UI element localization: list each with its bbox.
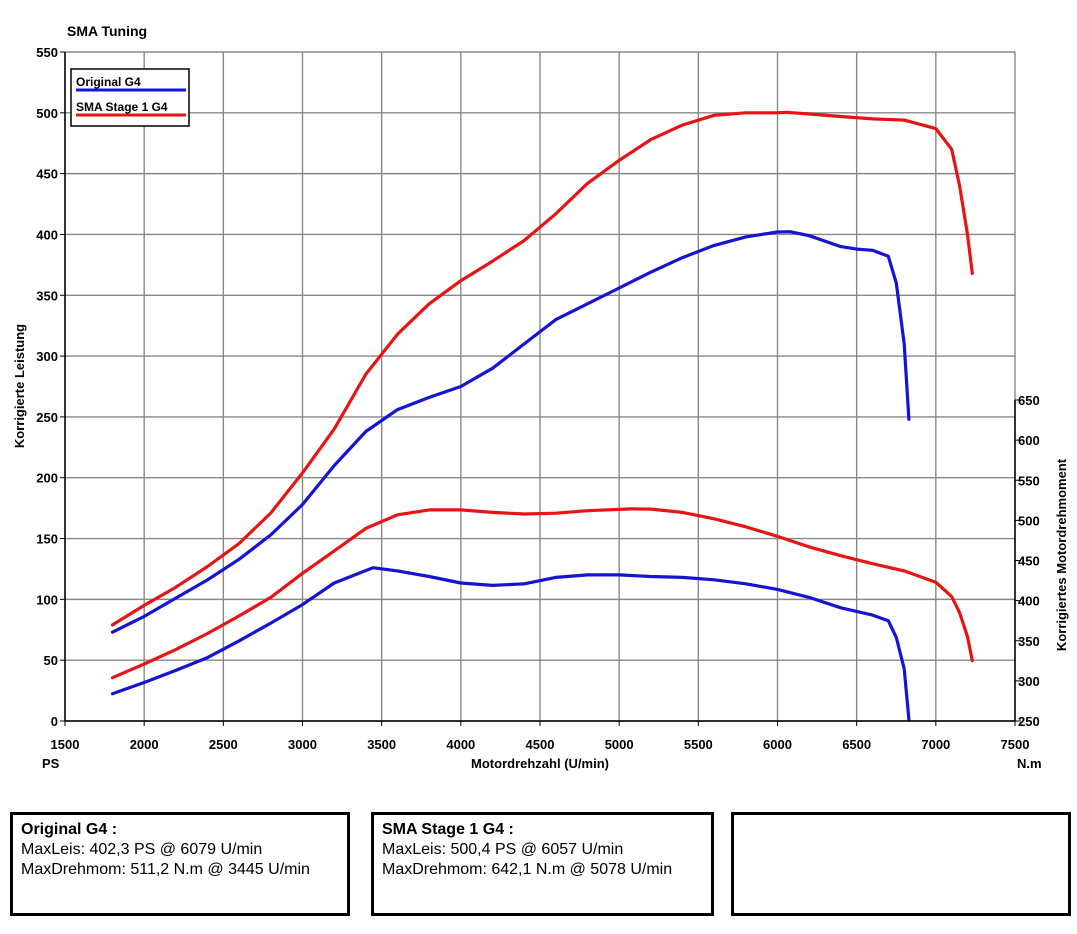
y-tick-label-left: 350	[36, 288, 58, 303]
x-tick-label: 1500	[51, 737, 80, 752]
y-tick-label-right: 500	[1018, 513, 1040, 528]
summary-max-torque: MaxDrehmom: 642,1 N.m @ 5078 U/min	[382, 861, 673, 878]
x-tick-label: 4000	[446, 737, 475, 752]
legend-label-original: Original G4	[76, 75, 141, 89]
grid	[64, 51, 1016, 722]
summary-box-empty	[731, 812, 1071, 916]
summary-max-power: MaxLeis: 500,4 PS @ 6057 U/min	[382, 841, 624, 858]
x-tick-label: 5000	[605, 737, 634, 752]
x-tick-label: 2500	[209, 737, 238, 752]
y-tick-label-right: 550	[1018, 473, 1040, 488]
series-group	[110, 110, 974, 722]
summary-title: SMA Stage 1 G4 :	[382, 821, 514, 838]
chart-title: SMA Tuning	[67, 23, 147, 39]
summary-max-power: MaxLeis: 402,3 PS @ 6079 U/min	[21, 841, 263, 858]
y-tick-label-left: 450	[36, 167, 58, 182]
series-line-original-power	[110, 230, 911, 634]
y-tick-label-right: 650	[1018, 393, 1040, 408]
x-tick-label: 2000	[130, 737, 159, 752]
dyno-chart: 1500 2000 2500 3000 3500 4000 4500 5000 5500 6000…	[12, 23, 1069, 771]
summary-box-original: Original G4 : MaxLeis: 402,3 PS @ 6079 U…	[10, 812, 350, 916]
y-tick-label-left: 100	[36, 592, 58, 607]
y-tick-label-left: 250	[36, 410, 58, 425]
ticks: 1500 2000 2500 3000 3500 4000 4500 5000 5500 6000…	[36, 45, 1039, 752]
y-tick-label-left: 150	[36, 532, 58, 547]
y-tick-label-right: 400	[1018, 594, 1040, 609]
y-tick-label-right: 350	[1018, 634, 1040, 649]
y-tick-label-left: 300	[36, 349, 58, 364]
y-tick-label-left: 50	[44, 653, 58, 668]
y-tick-label-left: 0	[51, 714, 58, 729]
y-tick-label-left: 550	[36, 45, 58, 60]
x-tick-label: 7500	[1001, 737, 1030, 752]
x-tick-label: 3000	[288, 737, 317, 752]
y-tick-label-right: 450	[1018, 554, 1040, 569]
y-axis-label-left: Korrigierte Leistung	[12, 324, 27, 448]
series-line-stage1-power	[110, 110, 974, 627]
right-unit-label: N.m	[1017, 756, 1042, 771]
x-tick-label: 5500	[684, 737, 713, 752]
y-tick-label-left: 500	[36, 106, 58, 121]
y-tick-label-right: 300	[1018, 674, 1040, 689]
left-unit-label: PS	[42, 756, 60, 771]
y-tick-label-right: 600	[1018, 433, 1040, 448]
x-tick-label: 6000	[763, 737, 792, 752]
summary-max-torque: MaxDrehmom: 511,2 N.m @ 3445 U/min	[21, 861, 310, 878]
x-tick-label: 3500	[367, 737, 396, 752]
x-tick-label: 7000	[921, 737, 950, 752]
legend-label-stage1: SMA Stage 1 G4	[76, 100, 168, 114]
series-line-original-torque	[110, 566, 911, 722]
y-tick-label-right: 250	[1018, 714, 1040, 729]
y-tick-label-left: 200	[36, 471, 58, 486]
legend: Original G4 SMA Stage 1 G4	[70, 68, 190, 127]
series-line-stage1-torque	[110, 507, 974, 680]
x-tick-label: 4500	[526, 737, 555, 752]
x-axis-label: Motordrehzahl (U/min)	[471, 756, 609, 771]
y-axis-label-right: Korrigiertes Motordrehmoment	[1054, 458, 1069, 651]
summary-title: Original G4 :	[21, 821, 118, 838]
x-tick-label: 6500	[842, 737, 871, 752]
summary-box-stage1: SMA Stage 1 G4 : MaxLeis: 500,4 PS @ 605…	[371, 812, 714, 916]
y-tick-label-left: 400	[36, 227, 58, 242]
